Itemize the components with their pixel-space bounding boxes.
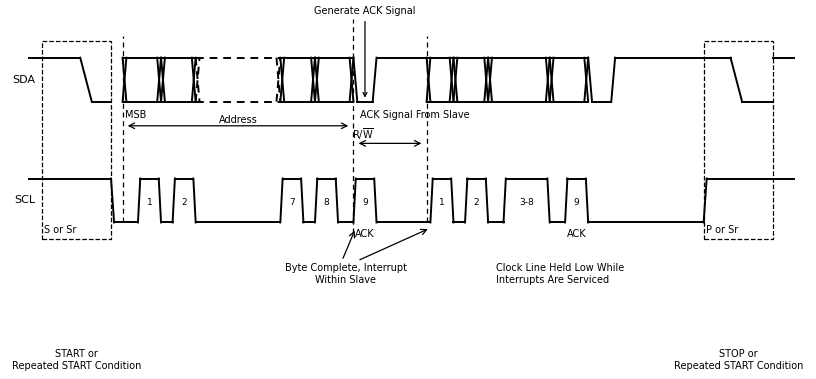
Text: START or
Repeated START Condition: START or Repeated START Condition bbox=[11, 349, 141, 371]
Text: MSB: MSB bbox=[125, 110, 146, 121]
Text: 9: 9 bbox=[574, 198, 579, 207]
Text: 3-8: 3-8 bbox=[519, 198, 534, 207]
Text: 1: 1 bbox=[439, 198, 445, 207]
Text: 1: 1 bbox=[147, 198, 153, 207]
Text: Address: Address bbox=[219, 115, 257, 125]
Text: 2: 2 bbox=[474, 198, 479, 207]
Text: ACK Signal From Slave: ACK Signal From Slave bbox=[360, 110, 469, 121]
Text: ACK: ACK bbox=[567, 229, 587, 239]
Text: 8: 8 bbox=[324, 198, 330, 207]
Bar bbox=[703, 41, 773, 239]
Text: Clock Line Held Low While
Interrupts Are Serviced: Clock Line Held Low While Interrupts Are… bbox=[496, 263, 624, 285]
Text: SDA: SDA bbox=[12, 75, 36, 85]
Text: Generate ACK Signal: Generate ACK Signal bbox=[314, 6, 415, 96]
Text: ACK: ACK bbox=[355, 229, 375, 239]
Text: SCL: SCL bbox=[15, 196, 36, 205]
Text: P or Sr: P or Sr bbox=[706, 224, 738, 235]
Text: Byte Complete, Interrupt
Within Slave: Byte Complete, Interrupt Within Slave bbox=[285, 263, 406, 285]
Text: S or Sr: S or Sr bbox=[44, 224, 77, 235]
Bar bbox=[42, 41, 111, 239]
Text: 2: 2 bbox=[181, 198, 187, 207]
Text: 7: 7 bbox=[289, 198, 295, 207]
Text: 9: 9 bbox=[362, 198, 368, 207]
Text: STOP or
Repeated START Condition: STOP or Repeated START Condition bbox=[673, 349, 803, 371]
Text: R/$\overline{\rm W}$: R/$\overline{\rm W}$ bbox=[352, 127, 374, 142]
